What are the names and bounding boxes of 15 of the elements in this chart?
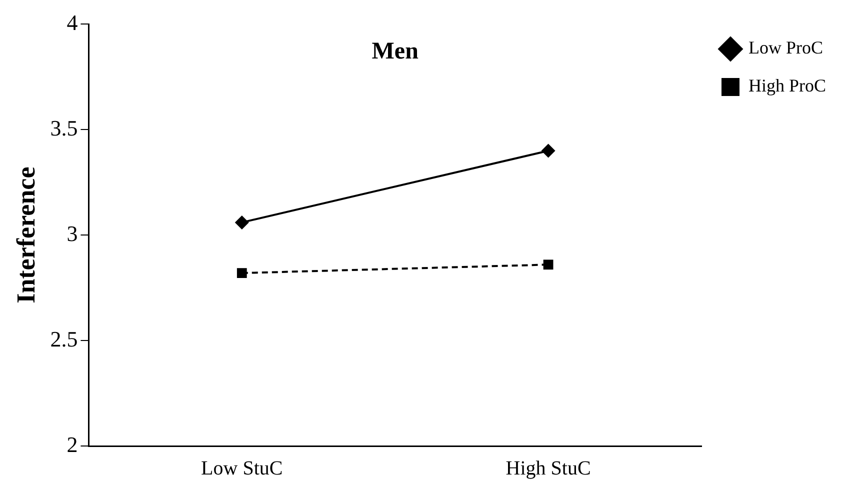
text: Men	[372, 38, 418, 64]
point	[541, 144, 556, 158]
y-tick-label: 2.5	[50, 326, 78, 352]
point	[236, 268, 247, 278]
x-tick-label: Low StuC	[201, 457, 283, 480]
point	[234, 215, 249, 230]
x-tick-label: High StuC	[506, 457, 591, 480]
y-tick-label: 3	[66, 220, 78, 246]
y-tick-label: 4	[66, 10, 78, 35]
point	[543, 260, 554, 270]
y-tick-label: 2	[66, 432, 78, 457]
y-axis-title: Interference	[11, 166, 40, 304]
legend-label: Low ProC	[748, 38, 824, 58]
legend-label: High ProC	[748, 76, 826, 96]
y-tick-label: 3.5	[50, 115, 78, 140]
